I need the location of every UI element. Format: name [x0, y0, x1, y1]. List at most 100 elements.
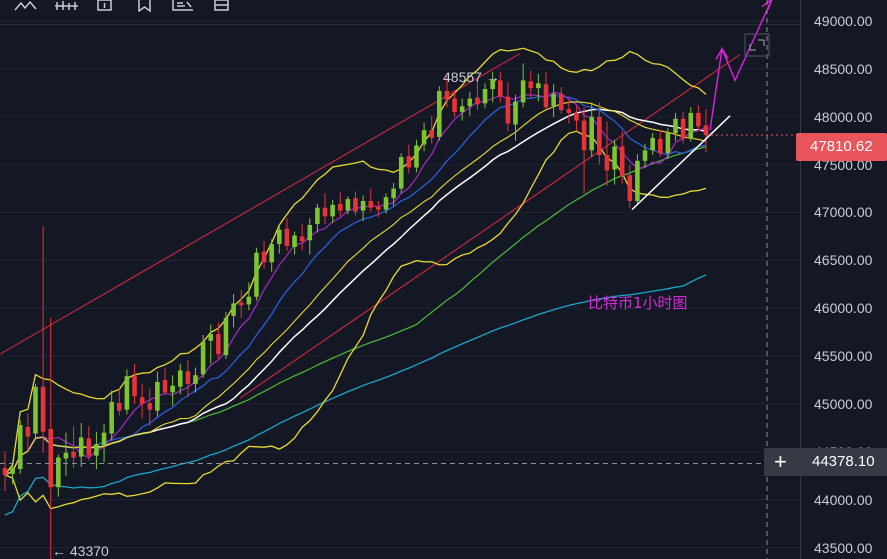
- candle-body: [124, 376, 130, 410]
- calculator-icon[interactable]: [171, 0, 195, 14]
- price-tick-label: 43500.00: [814, 539, 873, 556]
- candle-body: [627, 175, 633, 202]
- candle-body: [459, 106, 465, 112]
- candle-body: [78, 437, 84, 457]
- current-price-tag: 47810.62: [796, 133, 887, 161]
- channel-upper-line: [0, 53, 521, 355]
- candle-body: [246, 296, 252, 305]
- candle-body: [177, 370, 183, 387]
- candle-body: [604, 155, 610, 171]
- candle-body: [391, 188, 396, 199]
- ma-blue-line: [4, 94, 707, 476]
- candle-body: [642, 150, 648, 161]
- fullscreen-icon[interactable]: [744, 33, 770, 57]
- candle-body: [25, 426, 31, 437]
- candle-body: [482, 89, 488, 104]
- candle-body: [48, 428, 54, 488]
- ma-cyan-line: [4, 274, 707, 516]
- candle-body: [162, 380, 168, 393]
- candle-body: [551, 93, 556, 107]
- candle-body: [673, 118, 678, 134]
- candle-body: [261, 251, 267, 263]
- price-tick-label: 44000.00: [814, 491, 873, 508]
- draw-icon[interactable]: [14, 0, 40, 14]
- low-price-label: ← 43370: [52, 543, 109, 559]
- candle-body: [398, 156, 404, 189]
- candle-body: [505, 96, 511, 124]
- bollinger-lower-line: [4, 130, 707, 510]
- candle-body: [63, 452, 69, 459]
- candle-body: [703, 125, 709, 135]
- candle-body: [315, 207, 320, 224]
- candle-body: [376, 206, 381, 210]
- candle-body: [581, 120, 587, 151]
- projection-path: [709, 0, 773, 131]
- candle-body: [132, 376, 137, 397]
- bookmark-icon[interactable]: [137, 0, 153, 14]
- layout-icon[interactable]: [214, 0, 230, 14]
- candle-body: [200, 341, 206, 375]
- crosshair-price-tag: + 44378.10: [764, 448, 887, 476]
- projection-arrowhead: [761, 0, 773, 10]
- candle-body: [223, 317, 229, 356]
- candle-body: [650, 137, 655, 151]
- bollinger-mid-line: [4, 101, 707, 476]
- candle-body: [536, 83, 541, 89]
- candle-body: [299, 236, 305, 242]
- price-tick-label: 47000.00: [814, 204, 873, 221]
- high-price-label: 48557 →: [443, 69, 500, 85]
- price-tick-label: 49000.00: [814, 13, 873, 30]
- candle-body: [383, 197, 389, 210]
- toolbar: [0, 0, 800, 25]
- candle-body: [17, 424, 23, 470]
- plus-icon[interactable]: +: [774, 449, 787, 474]
- candle-body: [33, 386, 38, 434]
- projection-arrowhead: [715, 47, 729, 60]
- candle-body: [467, 98, 473, 107]
- candle-body: [490, 79, 495, 90]
- price-tick-label: 45500.00: [814, 348, 873, 365]
- candle-body: [231, 303, 236, 316]
- candle-body: [429, 130, 434, 138]
- candle-body: [688, 112, 694, 139]
- candle-body: [360, 201, 366, 211]
- candle-body: [406, 156, 412, 168]
- info-icon[interactable]: [97, 0, 113, 14]
- candle-body: [147, 402, 153, 410]
- channel-lower-line: [239, 54, 741, 399]
- candle-body: [292, 235, 297, 247]
- candle-body: [10, 468, 15, 474]
- candle-body: [345, 199, 351, 211]
- price-tick-label: 46000.00: [814, 300, 873, 317]
- indicators-icon[interactable]: [54, 0, 80, 14]
- candle-body: [277, 229, 282, 245]
- candle-body: [513, 101, 518, 125]
- candle-body: [437, 90, 442, 137]
- candle-body: [497, 80, 503, 97]
- bollinger-upper-line: [4, 47, 707, 476]
- price-chart[interactable]: [0, 0, 800, 559]
- candle-body: [254, 252, 259, 297]
- candle-body: [208, 334, 214, 341]
- candle-body: [216, 334, 221, 355]
- candle-body: [520, 80, 526, 103]
- candle-body: [475, 97, 480, 105]
- candle-body: [353, 198, 358, 212]
- candle-body: [322, 207, 328, 217]
- candle-body: [71, 451, 76, 458]
- trendline: [631, 115, 731, 211]
- candle-body: [414, 145, 419, 168]
- candle-body: [574, 112, 579, 121]
- price-tick-label: 45000.00: [814, 395, 873, 412]
- candle-body: [40, 386, 46, 432]
- candle-body: [680, 118, 686, 139]
- candle-body: [101, 432, 107, 446]
- candle-body: [2, 468, 8, 475]
- candle-body: [86, 438, 92, 456]
- candle-body: [170, 385, 175, 393]
- candle-body: [528, 81, 534, 89]
- fullscreen-glyph: [749, 39, 765, 51]
- candle-body: [307, 224, 313, 241]
- candle-body: [139, 397, 145, 404]
